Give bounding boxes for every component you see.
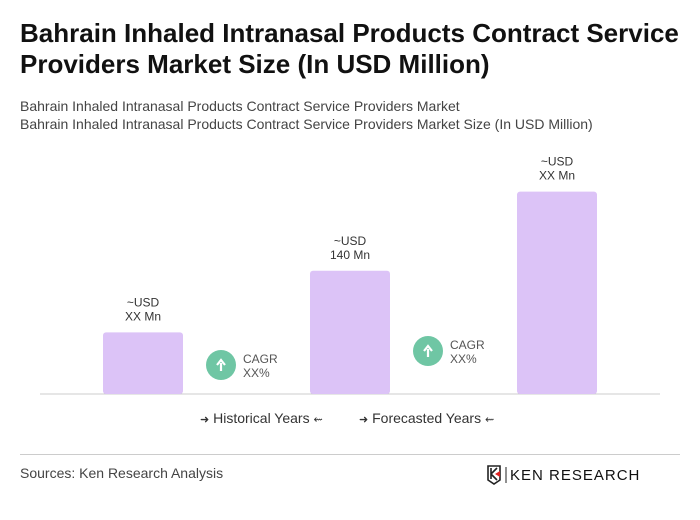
bar-label: XX Mn <box>539 169 575 183</box>
arrow-left-icon: ⇜ <box>484 414 495 426</box>
bar <box>517 191 597 394</box>
cagr-label: CAGR <box>450 338 485 352</box>
legend-label: Historical Years <box>213 410 310 426</box>
bar <box>310 270 390 394</box>
arrow-up-icon <box>423 344 433 357</box>
legend-label: Forecasted Years <box>372 410 482 426</box>
divider <box>20 454 680 455</box>
page-title: Bahrain Inhaled Intranasal Products Cont… <box>20 18 679 79</box>
bar-label: ~USD <box>334 234 367 248</box>
sources: Sources: Ken Research Analysis <box>20 465 224 481</box>
arrow-right-icon: ➜ <box>200 414 210 426</box>
subtitle: Bahrain Inhaled Intranasal Products Cont… <box>20 98 460 114</box>
bar <box>103 332 183 394</box>
bar-label: ~USD <box>541 155 574 169</box>
ken-research-logo: KEN RESEARCH <box>486 464 656 491</box>
arrow-left-icon: ⇜ <box>313 414 323 426</box>
cagr-value: XX% <box>450 352 477 366</box>
legend-forecasted: ➜ Forecasted Years ⇜ <box>359 410 494 426</box>
arrow-right-icon: ➜ <box>359 414 369 426</box>
arrow-up-icon <box>216 358 226 371</box>
cagr-label: CAGR <box>243 352 278 366</box>
legend-historical: ➜ Historical Years ⇜ <box>200 410 323 426</box>
bar-label: XX Mn <box>125 309 161 323</box>
bar-label: ~USD <box>127 295 160 309</box>
cagr-value: XX% <box>243 366 270 380</box>
svg-text:KEN RESEARCH: KEN RESEARCH <box>510 467 640 484</box>
subtitle-2: Bahrain Inhaled Intranasal Products Cont… <box>20 116 593 132</box>
bar-label: 140 Mn <box>330 248 370 262</box>
